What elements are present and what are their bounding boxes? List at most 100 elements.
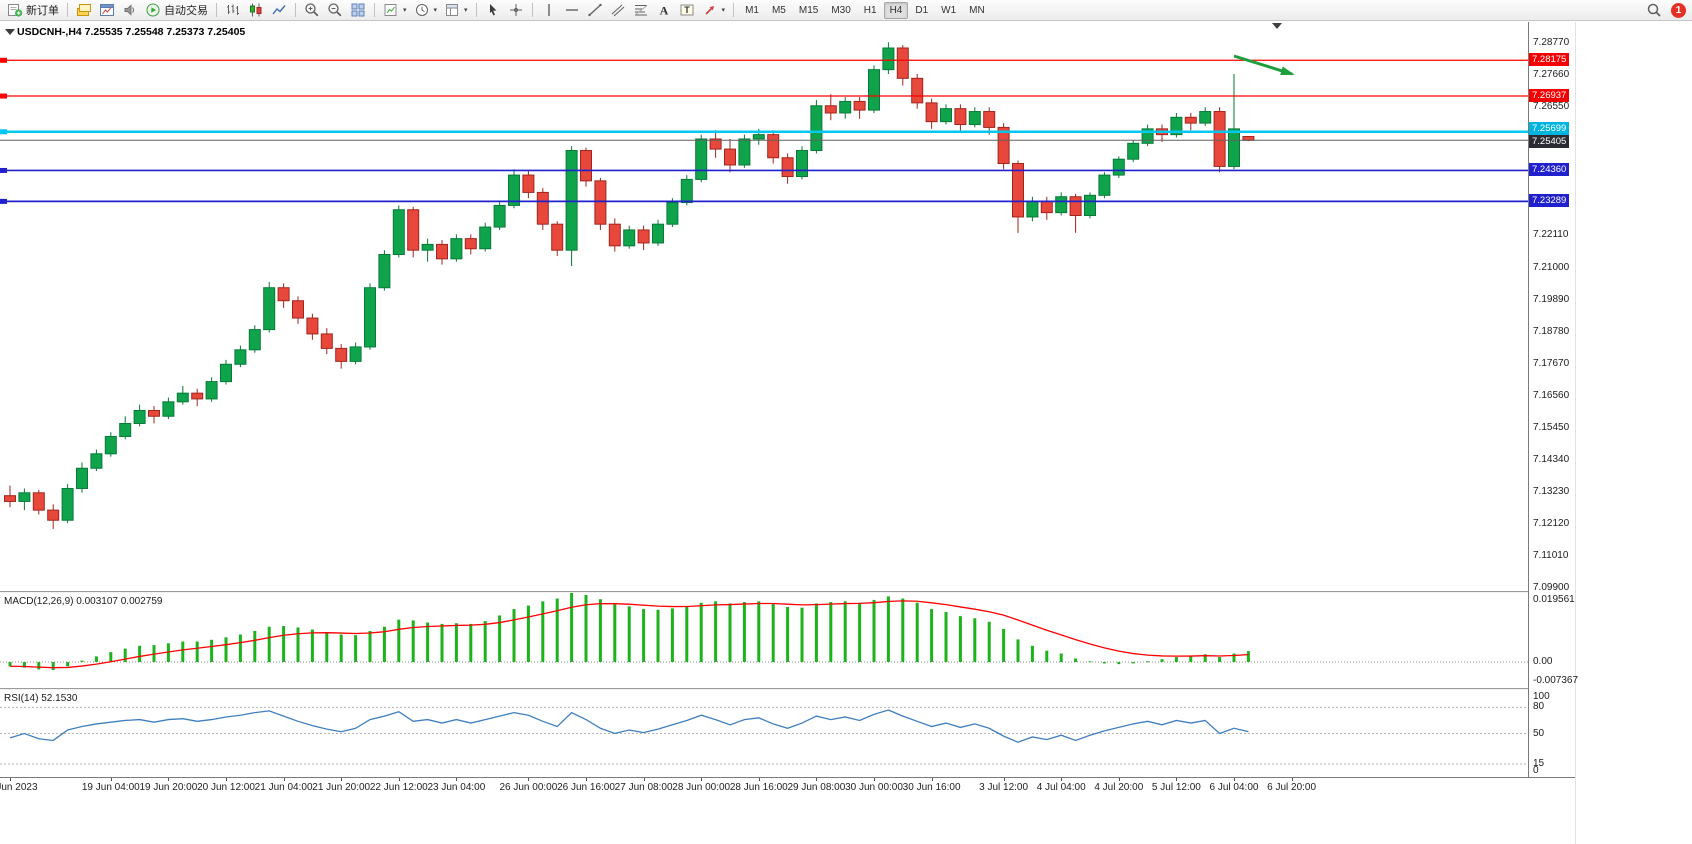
time-axis-tick [874,778,875,781]
time-axis-tick [283,778,285,781]
price-axis-label: 7.11010 [1533,550,1569,562]
rsi-axis-label: 0 [1533,765,1539,776]
candlestick-chart-button[interactable] [245,1,267,19]
timeframe-d1[interactable]: D1 [909,2,934,19]
templates-button[interactable]: ▾ [441,1,471,19]
bar-chart-icon [225,2,241,18]
templates-icon [444,2,460,18]
text-button[interactable]: A [653,1,675,19]
timeframe-m15[interactable]: M15 [793,2,824,19]
chart-window-button[interactable] [96,1,118,19]
price-axis-label: 7.09900 [1533,582,1570,594]
price-tag-7.26937: 7.26937 [1529,89,1570,103]
tile-windows-icon [350,2,366,18]
timeframe-m5[interactable]: M5 [766,2,792,19]
time-axis-label: 28 Jun 00:00 [672,782,731,793]
time-axis-label: 21 Jun 04:00 [254,782,313,793]
rsi-chart[interactable] [0,690,1528,777]
price-axis-label: 7.18780 [1533,325,1570,337]
autotrading-label: 自动交易 [164,5,208,17]
macd-chart[interactable] [0,593,1528,688]
candlestick-chart[interactable] [0,22,1528,591]
panel-separator[interactable] [0,591,1575,593]
timeframe-group: M1 M5 M15 M30 H1 H4 D1 W1 MN [739,1,991,19]
panel-separator[interactable] [0,688,1575,690]
timeframe-h1[interactable]: H1 [858,2,883,19]
vertical-line-button[interactable] [538,1,560,19]
timeframe-h4[interactable]: H4 [883,1,909,19]
one-click-trading-toggle[interactable] [5,29,15,35]
equidistant-channel-button[interactable] [607,1,629,19]
autotrading-button[interactable]: 自动交易 [142,1,211,19]
time-axis-label: 26 Jun 00:00 [499,782,558,793]
trend-line-button[interactable] [584,1,606,19]
bar-chart-button[interactable] [222,1,244,19]
time-axis-tick [10,778,11,781]
tile-windows-button[interactable] [347,1,369,19]
new-order-icon [7,2,23,18]
fibonacci-button[interactable] [630,1,652,19]
time-axis-tick [226,778,227,781]
time-axis-label: 30 Jun 16:00 [902,782,961,793]
notification-badge[interactable]: 1 [1671,2,1686,18]
zoom-in-icon [304,2,320,18]
price-axis-label: 7.21000 [1533,261,1570,273]
window-edge [1575,22,1576,844]
dropdown-caret-icon: ▾ [433,7,438,14]
time-axis-tick [1118,778,1120,781]
time-axis-tick [758,778,760,781]
price-axis-label: 7.15450 [1533,421,1570,433]
timeframe-w1[interactable]: W1 [935,2,962,19]
dropdown-caret-icon: ▾ [464,7,468,14]
time-axis-tick [1234,778,1235,781]
timeframe-mn[interactable]: MN [963,2,991,19]
time-axis-label: 21 Jun 20:00 [312,782,371,793]
text-label-button[interactable]: T [676,1,698,19]
dropdown-caret-icon: ▾ [403,7,407,14]
zoom-out-button[interactable] [324,1,346,19]
line-chart-button[interactable] [268,1,290,19]
time-axis-label: 20 Jun 12:00 [197,782,255,793]
new-chart-button[interactable]: ▾ [380,1,410,19]
zoom-in-button[interactable] [301,1,323,19]
horizontal-line-button[interactable] [561,1,583,19]
candlestick-chart-icon [248,2,264,18]
sound-icon [122,2,138,18]
charts-stack-button[interactable] [73,1,95,19]
new-order-button[interactable]: 新订单 [4,1,62,19]
time-axis-label: 26 Jun 16:00 [557,782,615,793]
timeframe-m30[interactable]: M30 [825,2,856,19]
zoom-out-icon [327,2,343,18]
crosshair-button[interactable] [505,1,527,19]
fibonacci-icon [633,2,649,18]
crosshair-icon [508,2,524,18]
periods-button[interactable]: ▾ [411,1,441,19]
price-axis-label: 7.13230 [1533,485,1570,497]
toolbar-separator [531,3,533,17]
time-axis-tick [341,778,343,781]
cursor-button[interactable] [482,1,504,19]
time-axis-label: 16 Jun 2023 [0,782,38,793]
time-axis-label: 4 Jul 20:00 [1094,782,1144,793]
price-axis-label: 7.12120 [1533,517,1570,529]
time-axis-tick [1061,778,1063,781]
timeframe-m1[interactable]: M1 [739,2,765,19]
time-axis-tick [1003,778,1005,781]
price-axis-label: 7.27660 [1533,69,1570,81]
price-axis[interactable]: 7.287707.276607.265507.254407.243307.232… [1528,22,1578,777]
chart-window-icon [99,2,115,18]
chart-window: USDCNH-,H4 7.25535 7.25548 7.25373 7.254… [0,22,1578,844]
sound-button[interactable] [119,1,141,19]
svg-text:A: A [659,4,668,18]
time-axis-label: 3 Jul 12:00 [979,782,1029,793]
time-axis-tick [456,778,458,781]
time-axis-tick [398,778,400,781]
time-axis-tick [110,778,112,781]
toolbar-separator [67,3,68,17]
trend-line-icon [587,2,603,18]
price-axis-label: 7.17670 [1533,357,1570,369]
new-chart-icon [383,2,399,18]
arrows-button[interactable]: ▾ [699,1,729,19]
search-button[interactable] [1643,1,1665,19]
